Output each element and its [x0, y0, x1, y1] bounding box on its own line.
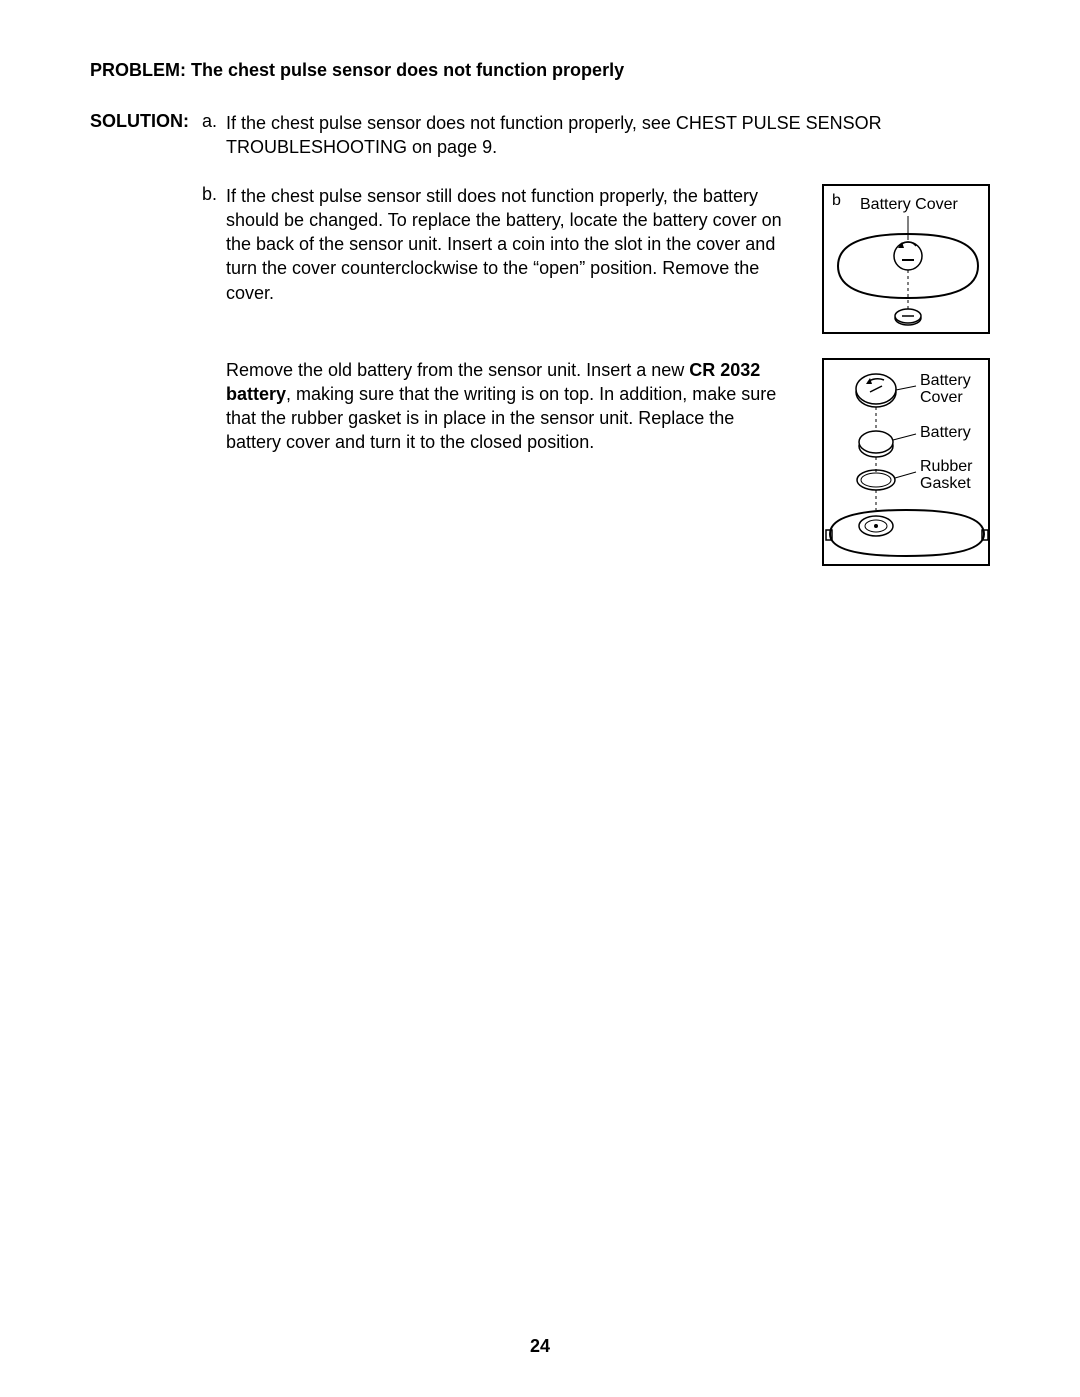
- step-c-pre: Remove the old battery from the sensor u…: [226, 360, 689, 380]
- problem-label: PROBLEM:: [90, 60, 186, 80]
- figure-c-label-gasket: RubberGasket: [920, 458, 972, 493]
- figure-c-label-battery: Battery: [920, 424, 971, 442]
- solution-label: SOLUTION:: [90, 111, 202, 132]
- step-a-text: If the chest pulse sensor does not funct…: [226, 111, 990, 160]
- solution-block: SOLUTION: a. If the chest pulse sensor d…: [90, 111, 990, 590]
- step-c-post: , making sure that the writing is on top…: [226, 384, 776, 453]
- solution-body: a. If the chest pulse sensor does not fu…: [202, 111, 990, 590]
- step-b-letter: b.: [202, 184, 226, 205]
- figure-c-label-gasket-text: RubberGasket: [920, 458, 972, 493]
- figure-c-label-cover: BatteryCover: [920, 372, 971, 407]
- figure-b-svg: [824, 186, 992, 336]
- step-c-text: Remove the old battery from the sensor u…: [226, 358, 792, 455]
- step-c: Remove the old battery from the sensor u…: [202, 358, 990, 566]
- page-number: 24: [0, 1336, 1080, 1357]
- page-content: PROBLEM: The chest pulse sensor does not…: [0, 0, 1080, 590]
- step-b: b. If the chest pulse sensor still does …: [202, 184, 990, 334]
- step-b-text: If the chest pulse sensor still does not…: [226, 184, 792, 305]
- figure-b: b Battery Cover: [822, 184, 990, 334]
- step-a: a. If the chest pulse sensor does not fu…: [202, 111, 990, 160]
- figure-c-label-cover-text: BatteryCover: [920, 372, 971, 407]
- problem-text: The chest pulse sensor does not function…: [191, 60, 624, 80]
- step-a-letter: a.: [202, 111, 226, 132]
- figure-c: BatteryCover Battery RubberGasket: [822, 358, 990, 566]
- problem-heading: PROBLEM: The chest pulse sensor does not…: [90, 60, 990, 81]
